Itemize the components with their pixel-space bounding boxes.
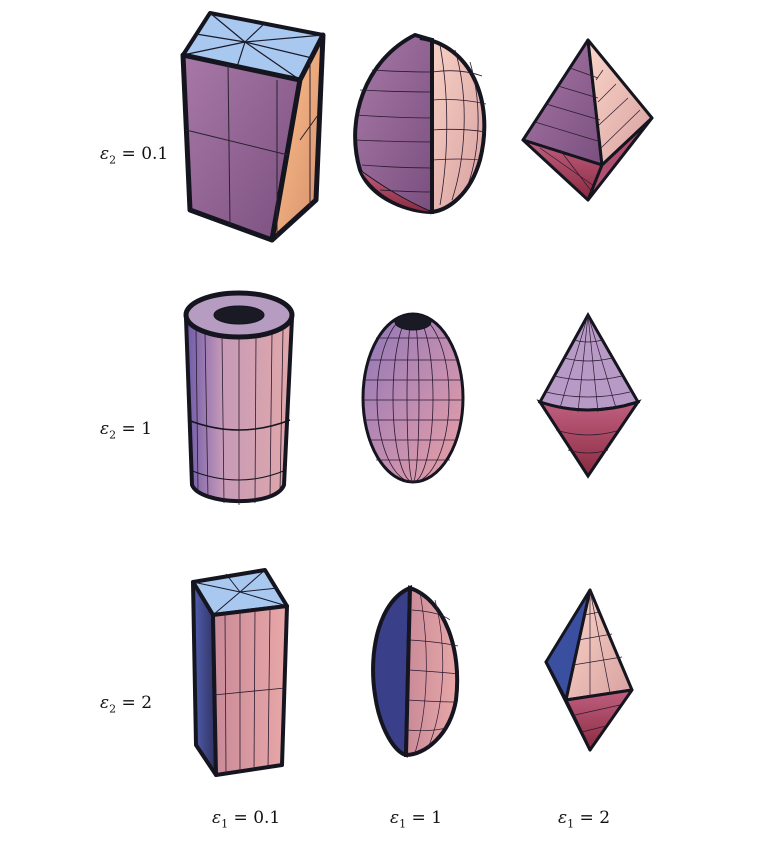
col-label-1-sub: 1 — [221, 817, 229, 831]
row-label-1-sub: 2 — [109, 153, 117, 167]
row-label-3-sub: 2 — [109, 702, 117, 716]
col-label-3: ε1 = 2 — [558, 808, 610, 830]
row-label-1-value: 0.1 — [141, 144, 169, 164]
shape-bipyramid-e1-2-e2-2 — [544, 588, 634, 752]
shape-octahedron-e1-2-e2-0.1 — [521, 38, 654, 202]
col-label-1: ε1 = 0.1 — [212, 808, 280, 830]
shape-cylinder-e1-0.1-e2-1 — [183, 290, 295, 505]
col-label-2-symbol: ε — [390, 808, 400, 828]
shape-ellipsoid-e1-1-e2-1 — [361, 312, 465, 484]
col-label-1-rel: = — [228, 808, 254, 828]
row-label-1-rel: = — [116, 144, 142, 164]
col-label-3-rel: = — [574, 808, 600, 828]
row-label-3-symbol: ε — [100, 693, 110, 713]
row-label-2-value: 1 — [141, 419, 153, 439]
row-label-1-symbol: ε — [100, 144, 110, 164]
row-label-2-symbol: ε — [100, 419, 110, 439]
col-label-3-symbol: ε — [558, 808, 568, 828]
shape-halflens-e1-1-e2-2 — [371, 585, 460, 758]
col-label-2-rel: = — [406, 808, 432, 828]
col-label-1-value: 0.1 — [253, 808, 281, 828]
row-label-3-rel: = — [116, 693, 142, 713]
col-label-1-symbol: ε — [212, 808, 222, 828]
row-label-3-value: 2 — [141, 693, 153, 713]
shape-bicone-e1-2-e2-1 — [536, 311, 642, 479]
row-label-2-rel: = — [116, 419, 142, 439]
row-label-2: ε2 = 1 — [100, 419, 152, 441]
row-label-2-sub: 2 — [109, 428, 117, 442]
col-label-2-sub: 1 — [399, 817, 407, 831]
shape-tallbox-e1-0.1-e2-2 — [191, 568, 289, 777]
row-label-1: ε2 = 0.1 — [100, 144, 168, 166]
col-label-3-value: 2 — [599, 808, 611, 828]
shape-box-e1-0.1-e2-0.1 — [180, 11, 326, 243]
shape-lens-e1-1-e2-0.1 — [353, 32, 487, 215]
row-label-3: ε2 = 2 — [100, 693, 152, 715]
col-label-2: ε1 = 1 — [390, 808, 442, 830]
col-label-3-sub: 1 — [567, 817, 575, 831]
col-label-2-value: 1 — [431, 808, 443, 828]
